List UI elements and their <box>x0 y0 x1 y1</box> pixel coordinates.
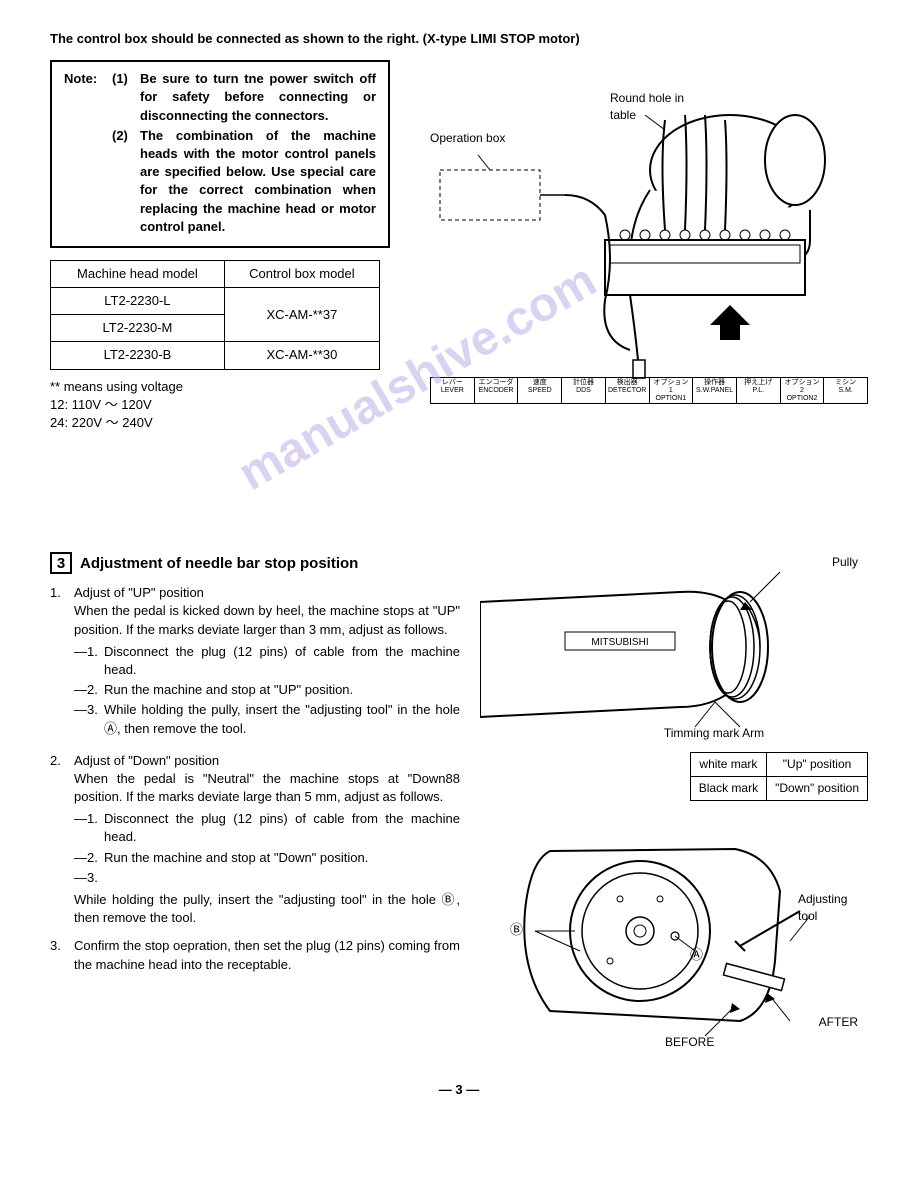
section-number: 3 <box>50 552 72 574</box>
top-left-column: Note: (1) Be sure to turn tne power swit… <box>50 60 410 432</box>
note-item-text: Be sure to turn tne power switch off for… <box>140 70 376 125</box>
voltage-means: ** means using voltage <box>50 378 410 396</box>
timing-mark-label: Timming mark Arm <box>600 725 828 742</box>
note-item-num: (2) <box>112 127 140 236</box>
before-label: BEFORE <box>665 1034 714 1051</box>
model-table-header: Control box model <box>224 260 379 287</box>
model-table-cell: LT2-2230-L <box>51 288 225 315</box>
connector-label-table: レバーLEVER エンコーダENCODER 速度SPEED 計位器DDS 検出器… <box>430 377 868 404</box>
mark-table-cell: "Down" position <box>767 776 868 800</box>
mark-table: white mark "Up" position Black mark "Dow… <box>690 752 868 801</box>
round-hole-label: Round hole in table <box>610 90 700 124</box>
section-3-left: 3 Adjustment of needle bar stop position… <box>50 552 460 1051</box>
after-label: AFTER <box>819 1014 858 1031</box>
wiring-diagram: Operation box Round hole in table レバーLEV… <box>430 60 868 400</box>
step-body: When the pedal is "Neutral" the machine … <box>74 770 460 806</box>
section-3-right: MITSUBISHI Pully Timming mark Arm white … <box>480 552 868 1051</box>
page-number: — 3 — <box>50 1081 868 1099</box>
step-title: Adjust of "Down" position <box>74 752 460 770</box>
pully-diagram: MITSUBISHI Pully Timming mark Arm <box>480 552 868 742</box>
section-title: Adjustment of needle bar stop position <box>80 553 358 574</box>
model-table: Machine head model Control box model LT2… <box>50 260 380 370</box>
note-box: Note: (1) Be sure to turn tne power swit… <box>50 60 390 248</box>
top-right-column: Operation box Round hole in table レバーLEV… <box>430 60 868 432</box>
step-body: Confirm the stop oepration, then set the… <box>74 937 460 973</box>
model-table-cell: XC-AM-**30 <box>224 342 379 369</box>
voltage-line1: 12: 110V ～ 120V <box>50 396 410 414</box>
step-num: 3. <box>50 937 74 973</box>
intro-text: The control box should be connected as s… <box>50 30 868 48</box>
operation-box-label: Operation box <box>430 130 510 147</box>
voltage-note: ** means using voltage 12: 110V ～ 120V 2… <box>50 378 410 433</box>
voltage-line2: 24: 220V ～ 240V <box>50 414 410 432</box>
pully-label: Pully <box>832 554 858 571</box>
step-title: Adjust of "UP" position <box>74 584 460 602</box>
step-num: 1. <box>50 584 74 742</box>
model-table-cell: LT2-2230-M <box>51 315 225 342</box>
model-table-cell: LT2-2230-B <box>51 342 225 369</box>
step-trailing: While holding the pully, insert the "adj… <box>74 891 460 927</box>
mark-table-cell: Black mark <box>690 776 766 800</box>
hole-a-label: Ⓐ <box>690 946 703 964</box>
note-label: Note: <box>64 70 112 125</box>
mark-table-cell: white mark <box>690 753 766 777</box>
svg-text:MITSUBISHI: MITSUBISHI <box>591 637 648 648</box>
adjusting-diagram: Ⓑ Ⓐ Adjusting tool BEFORE AFTER <box>480 831 868 1051</box>
top-section: Note: (1) Be sure to turn tne power swit… <box>50 60 868 432</box>
note-item-text: The combination of the machine heads wit… <box>140 127 376 236</box>
adjusting-tool-label: Adjusting tool <box>798 891 868 925</box>
step-body: When the pedal is kicked down by heel, t… <box>74 602 460 638</box>
note-item-num: (1) <box>112 70 140 125</box>
step-num: 2. <box>50 752 74 928</box>
mark-table-cell: "Up" position <box>767 753 868 777</box>
model-table-header: Machine head model <box>51 260 225 287</box>
section-3: 3 Adjustment of needle bar stop position… <box>50 552 868 1051</box>
model-table-cell: XC-AM-**37 <box>224 288 379 342</box>
hole-b-label: Ⓑ <box>510 921 523 939</box>
section-heading: 3 Adjustment of needle bar stop position <box>50 552 460 574</box>
adjustment-steps: 1. Adjust of "UP" position When the peda… <box>50 584 460 974</box>
